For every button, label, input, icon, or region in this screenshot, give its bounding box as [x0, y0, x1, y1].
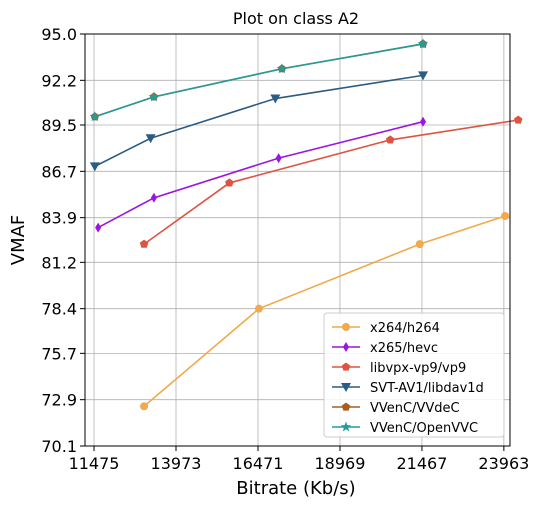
x-tick-label: 13973: [151, 454, 202, 473]
legend-item: x265/hevc: [332, 341, 438, 356]
chart-title: Plot on class A2: [233, 9, 359, 28]
x-tick-label: 16471: [233, 454, 284, 473]
y-axis-label: VMAF: [8, 215, 29, 266]
x-tick-label: 23963: [478, 454, 529, 473]
x-tick-label: 18969: [315, 454, 366, 473]
legend-marker: [341, 383, 351, 392]
data-point: [420, 116, 427, 127]
y-tick-label: 78.4: [41, 300, 77, 319]
legend-marker: [340, 421, 352, 432]
y-tick-label: 75.7: [41, 344, 77, 363]
data-point: [276, 63, 288, 74]
data-point: [140, 402, 149, 411]
y-tick-label: 86.7: [41, 162, 77, 181]
data-point: [418, 71, 429, 81]
legend-label: VVenC/VVdeC: [370, 401, 460, 416]
series-3: [89, 71, 429, 172]
y-tick-label: 89.5: [41, 116, 77, 135]
data-point: [95, 222, 102, 233]
data-point: [513, 115, 523, 124]
legend: x264/h264 x265/hevc libvpx-vp9/vp9 SVT-AV1/…: [323, 312, 505, 438]
series-0: [140, 212, 510, 411]
legend-marker: [343, 342, 349, 352]
legend-marker: [341, 362, 351, 371]
plot-frame: [84, 33, 511, 447]
legend-item: SVT-AV1/libdav1d: [332, 381, 484, 396]
data-point: [254, 304, 263, 313]
series-line: [143, 119, 519, 245]
data-point: [270, 94, 281, 104]
legend-marker: [341, 402, 351, 411]
legend-item: VVenC/OpenVVC: [332, 421, 478, 436]
legend-item: x264/h264: [332, 321, 440, 336]
legend-label: x264/h264: [370, 321, 440, 336]
series-layer: [89, 38, 523, 411]
data-point: [148, 91, 160, 102]
legend-label: VVenC/OpenVVC: [370, 421, 478, 436]
legend-marker: [342, 323, 350, 331]
data-point: [145, 134, 156, 144]
data-point: [89, 162, 100, 172]
data-point: [139, 239, 149, 248]
y-tick-label: 95.0: [41, 25, 77, 44]
legend-label: SVT-AV1/libdav1d: [370, 381, 484, 396]
data-point: [417, 38, 429, 49]
data-point: [415, 240, 424, 249]
legend-box: [323, 312, 505, 438]
data-point: [385, 135, 395, 144]
data-point: [89, 111, 101, 122]
legend-item: libvpx-vp9/vp9: [332, 361, 466, 376]
grid: [85, 33, 510, 447]
legend-item: VVenC/VVdeC: [332, 401, 460, 416]
y-tick-label: 70.1: [41, 437, 77, 456]
legend-label: x265/hevc: [370, 341, 438, 356]
series-line: [97, 120, 424, 229]
x-tick-label: 11475: [69, 454, 120, 473]
series-line: [94, 43, 424, 118]
series-5: [89, 38, 429, 122]
data-point: [150, 192, 157, 203]
data-point: [275, 153, 282, 164]
series-1: [95, 116, 427, 233]
y-tick-label: 81.2: [41, 253, 77, 272]
y-tick-label: 83.9: [41, 209, 77, 228]
data-point: [225, 178, 234, 187]
x-axis-label: Bitrate (Kb/s): [236, 478, 355, 499]
data-point: [501, 212, 510, 221]
x-tick-label: 21467: [396, 454, 447, 473]
series-2: [139, 115, 523, 248]
series-line: [143, 215, 506, 407]
series-line: [94, 74, 424, 168]
y-tick-label: 72.9: [41, 391, 77, 410]
axis-ticks: 11475 13973 16471 18969 21467 23963 70.1 72.9 75…: [41, 25, 529, 473]
y-tick-label: 92.2: [41, 71, 77, 90]
legend-label: libvpx-vp9/vp9: [370, 361, 466, 376]
